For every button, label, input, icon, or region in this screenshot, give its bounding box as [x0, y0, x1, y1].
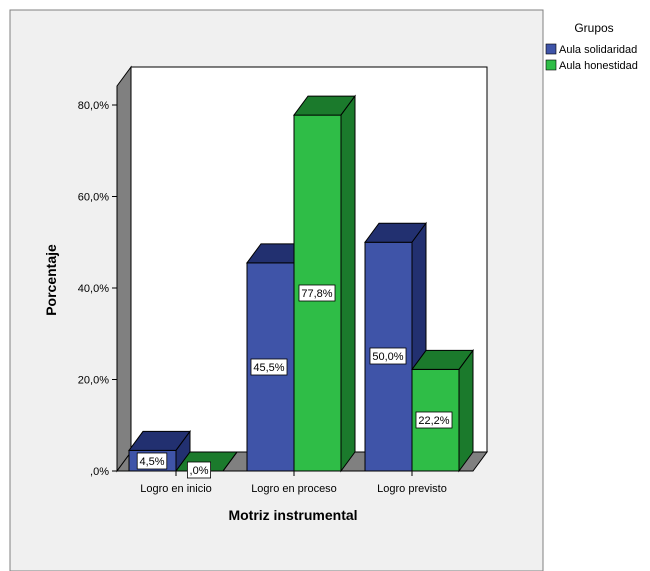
side-wall [116, 65, 132, 473]
y-axis-title: Porcentaje [43, 244, 59, 316]
data-label-box [136, 452, 168, 470]
y-tick-label: 80,0% [78, 100, 109, 112]
data-label-box [186, 461, 211, 479]
data-label: ,0% [190, 465, 209, 477]
legend: Grupos Aula solidaridad Aula honestidad [545, 21, 638, 72]
x-axis-title: Motriz instrumental [228, 507, 357, 523]
axes: ,0% 20,0% 40,0% 60,0% 80,0% Logro en inicio Lo… [78, 100, 447, 495]
legend-swatch-aula-honestidad [545, 59, 557, 71]
y-tick-label: 40,0% [78, 283, 109, 295]
y-tick-label: 20,0% [78, 375, 109, 387]
data-label: 45,5% [253, 362, 284, 374]
y-tick-label: ,0% [90, 466, 109, 478]
data-label-box [415, 411, 453, 429]
data-label: 4,5% [139, 456, 164, 468]
data-label-box [298, 284, 336, 302]
bar-side [458, 348, 474, 473]
data-labels: 4,5% ,0% 45,5% 77,8% 50,0% 22,2% [136, 284, 453, 479]
bar-side [340, 94, 356, 473]
data-label: 22,2% [418, 415, 449, 427]
data-label-box [250, 358, 288, 376]
legend-label-aula-honestidad: Aula honestidad [559, 60, 638, 72]
legend-title: Grupos [574, 21, 613, 35]
data-label: 50,0% [372, 351, 403, 363]
data-label: 77,8% [301, 288, 332, 300]
legend-swatch-aula-solidaridad [545, 43, 557, 55]
x-tick-label: Logro en proceso [251, 483, 337, 495]
data-label-box [369, 347, 407, 365]
y-tick-label: 60,0% [78, 192, 109, 204]
x-tick-label: Logro previsto [377, 483, 447, 495]
legend-label-aula-solidaridad: Aula solidaridad [559, 44, 637, 56]
bar-side [222, 451, 238, 472]
x-tick-label: Logro en inicio [140, 483, 212, 495]
